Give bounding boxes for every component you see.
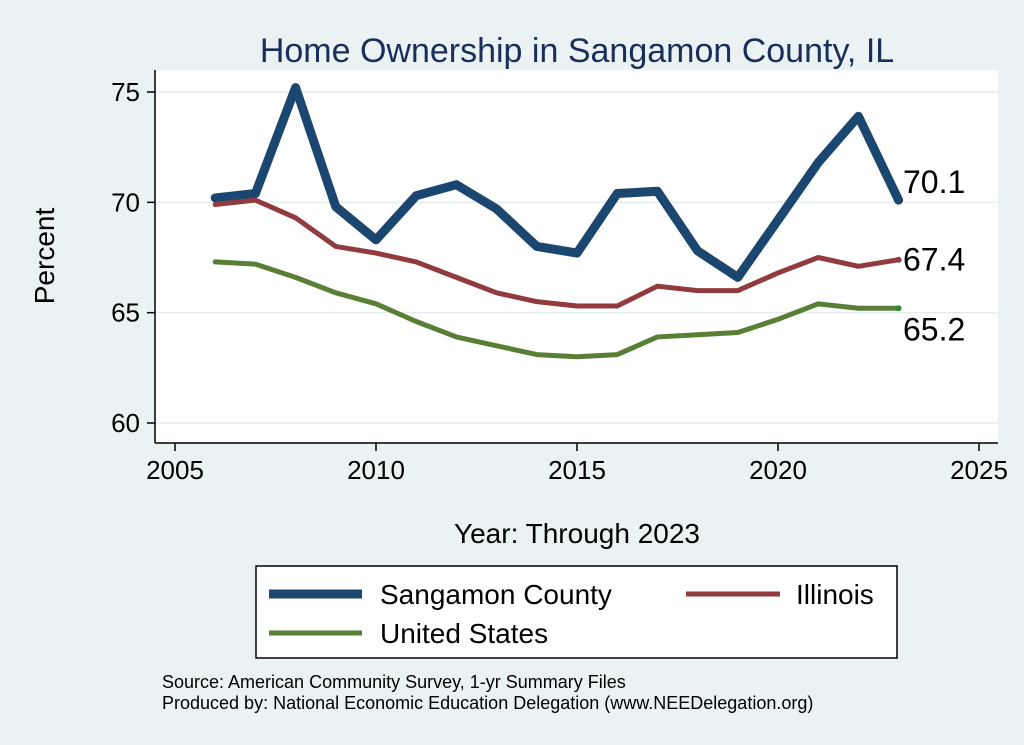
series-line-united-states	[212, 259, 902, 360]
legend-label-sangamon-county: Sangamon County	[380, 579, 612, 610]
y-tick-label-75: 75	[111, 77, 140, 107]
y-axis-title: Percent	[29, 208, 60, 305]
end-marker-united-states	[895, 305, 902, 312]
producer-line: Produced by: National Economic Education…	[162, 693, 813, 713]
source-line: Source: American Community Survey, 1-yr …	[162, 672, 626, 692]
end-labels: 70.1 67.4 65.2	[903, 164, 965, 347]
x-tick-label-2020: 2020	[749, 455, 807, 485]
end-marker-sangamon-county	[895, 197, 902, 204]
x-tick-label-2025: 2025	[950, 455, 1008, 485]
series-lines	[210, 83, 904, 360]
end-marker-illinois	[895, 256, 902, 263]
legend-label-united-states: United States	[380, 618, 548, 649]
x-tick-label-2010: 2010	[347, 455, 405, 485]
y-tick-label-70: 70	[111, 187, 140, 217]
end-label-sangamon-county: 70.1	[903, 164, 965, 200]
legend-box	[255, 565, 898, 659]
series-line-illinois	[212, 197, 902, 309]
axes: 60 65 70 75 2005 2010 2015 2020 2025	[111, 70, 1008, 485]
x-axis-title: Year: Through 2023	[454, 518, 700, 549]
series-line-sangamon-county	[210, 83, 904, 282]
x-tick-label-2005: 2005	[146, 455, 204, 485]
x-tick-label-2015: 2015	[548, 455, 606, 485]
legend-label-illinois: Illinois	[796, 579, 874, 610]
end-label-united-states: 65.2	[903, 311, 965, 347]
y-tick-label-65: 65	[111, 298, 140, 328]
end-label-illinois: 67.4	[903, 242, 965, 278]
chart-title: Home Ownership in Sangamon County, IL	[260, 32, 894, 70]
legend: Sangamon County Illinois United States	[255, 565, 898, 659]
y-tick-label-60: 60	[111, 408, 140, 438]
